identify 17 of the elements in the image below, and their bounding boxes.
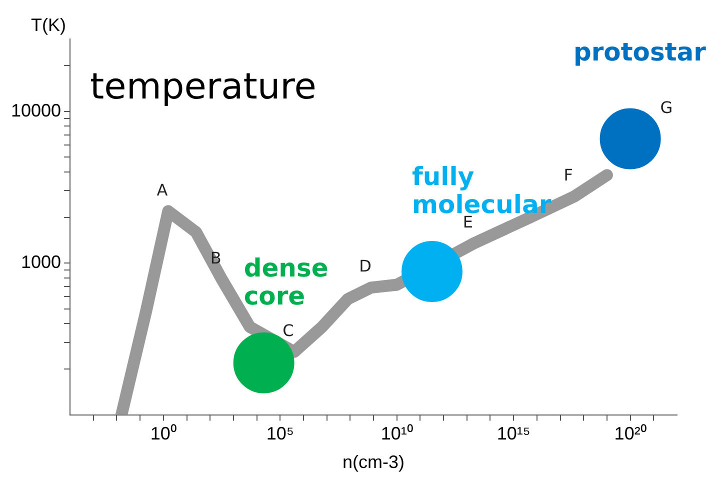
x-axis-title: n(cm-3) [342, 452, 405, 472]
annotation: F [564, 166, 573, 185]
annotation: A [156, 180, 168, 200]
x-tick-label: 10⁰ [150, 424, 176, 444]
x-tick-label: 10¹⁵ [496, 424, 530, 444]
y-axis-title: T(K) [31, 14, 66, 35]
x-tick-label: 10¹⁰ [380, 424, 413, 444]
x-tick-label: 10²⁰ [614, 424, 646, 444]
annotation: D [359, 256, 372, 276]
text: protostar [573, 37, 707, 66]
annotation: G [660, 98, 673, 117]
y-tick-label: 1000 [21, 252, 62, 272]
annotation: temperature [90, 66, 316, 108]
y-tick-label: 10000 [10, 100, 62, 120]
x-tick-label: 10⁵ [266, 424, 294, 444]
annotation: C [282, 321, 294, 340]
series-label: dense core [244, 253, 328, 310]
